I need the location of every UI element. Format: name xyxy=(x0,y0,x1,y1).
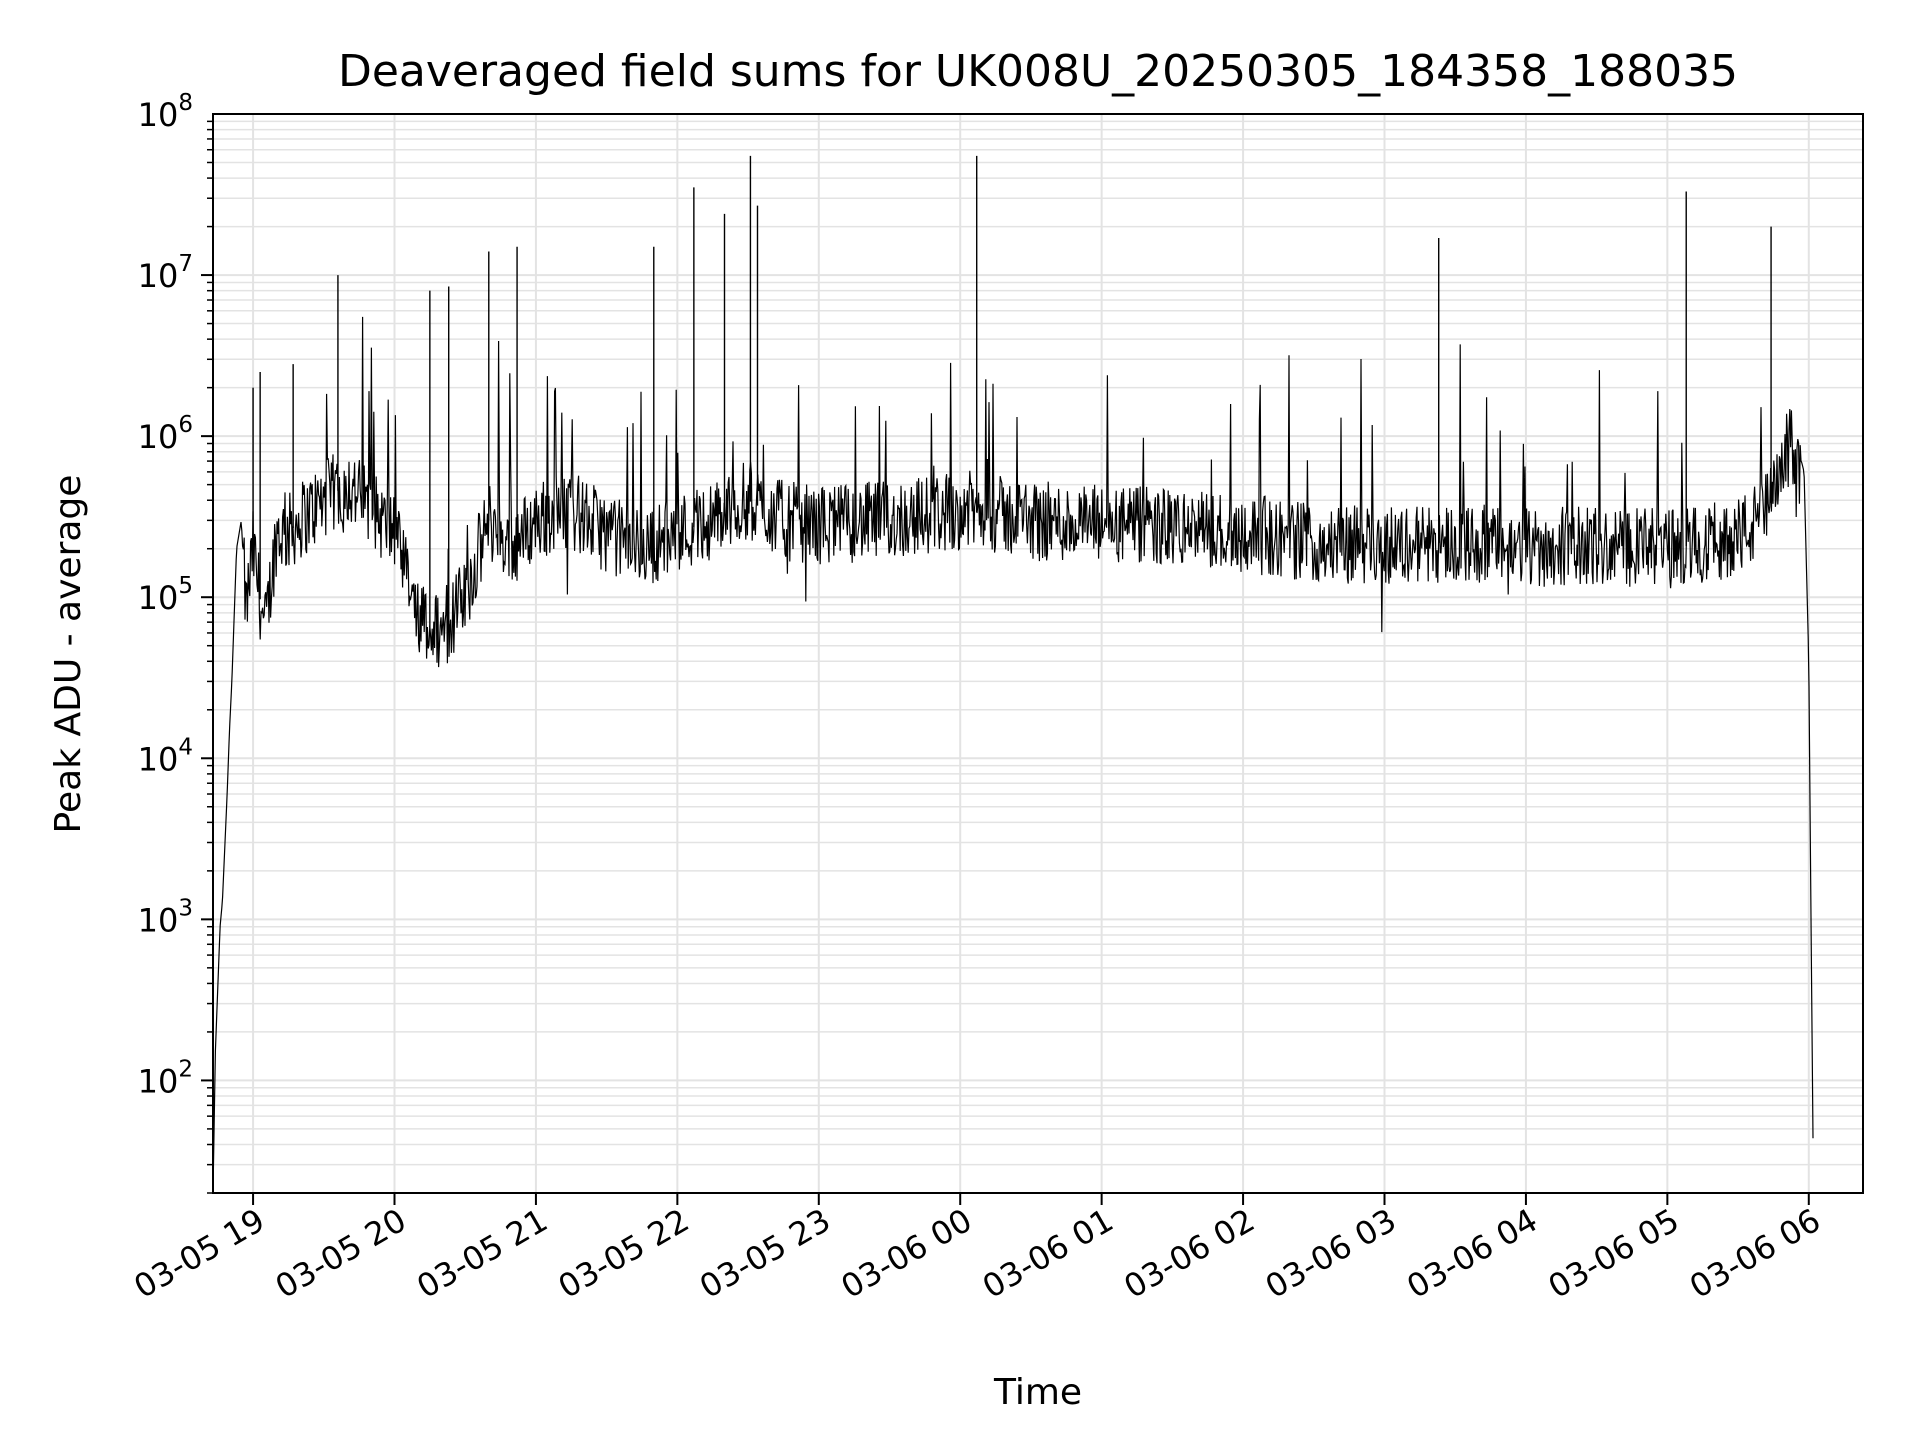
y-tick-label: 104 xyxy=(138,734,193,778)
y-axis: 102 103 104 105 106 107 108 xyxy=(138,90,213,1194)
x-axis-label: Time xyxy=(993,1372,1082,1413)
y-tick-label: 108 xyxy=(138,90,193,134)
series-line xyxy=(212,316,1814,1194)
y-tick-label: 107 xyxy=(138,251,193,295)
chart-title: Deaveraged field sums for UK008U_2025030… xyxy=(338,46,1738,97)
y-tick-label: 102 xyxy=(138,1056,193,1100)
y-tick-label: 103 xyxy=(138,895,193,939)
grid xyxy=(213,114,1863,1194)
plot-frame xyxy=(212,113,1864,1194)
y-axis-label: Peak ADU - average xyxy=(48,475,89,834)
y-tick-label: 106 xyxy=(138,412,193,456)
y-tick-label: 105 xyxy=(138,573,193,617)
data-line-layer xyxy=(212,155,1814,1194)
